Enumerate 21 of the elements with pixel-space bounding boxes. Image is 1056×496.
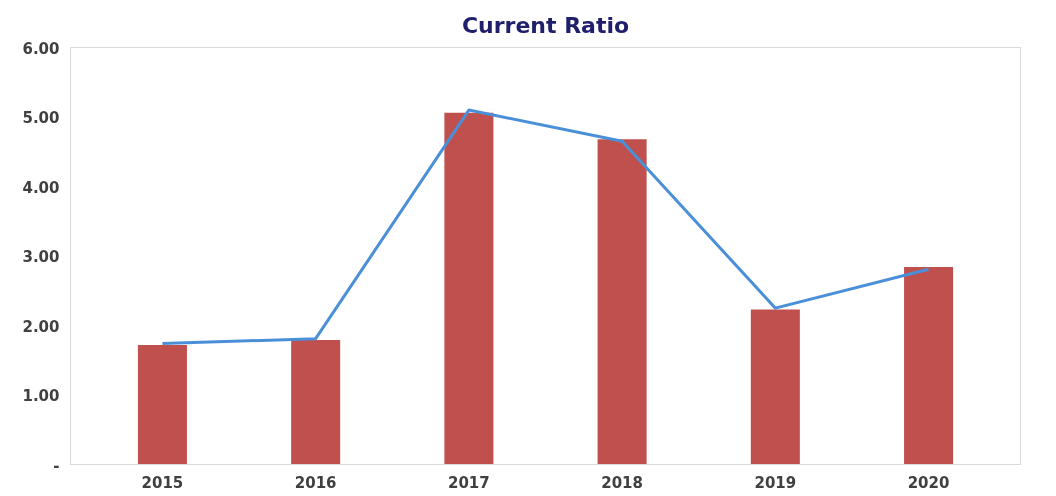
- y-tick-label: 4.00: [22, 178, 60, 197]
- x-tick-label: 2019: [754, 473, 797, 492]
- y-tick-label: 2.00: [22, 317, 60, 336]
- y-tick-label: 1.00: [22, 387, 60, 405]
- chart-title: Current Ratio: [461, 12, 630, 38]
- bar: [444, 112, 494, 465]
- bar: [137, 344, 187, 465]
- x-tick-label: 2017: [448, 473, 490, 492]
- bar: [597, 139, 647, 465]
- line-series: [160, 108, 931, 346]
- x-tick-label: 2020: [907, 473, 950, 492]
- y-tick-label: 3.00: [22, 248, 60, 266]
- y-tick-label: 5.00: [22, 109, 60, 127]
- bar: [904, 267, 954, 465]
- y-tick-label: -: [53, 456, 60, 475]
- y-tick-label: 6.00: [22, 39, 60, 58]
- x-tick-label: 2016: [294, 473, 337, 492]
- x-tick-label: 2018: [601, 473, 643, 492]
- bar: [291, 340, 341, 465]
- x-tick-label: 2015: [141, 473, 184, 492]
- bar: [750, 309, 800, 465]
